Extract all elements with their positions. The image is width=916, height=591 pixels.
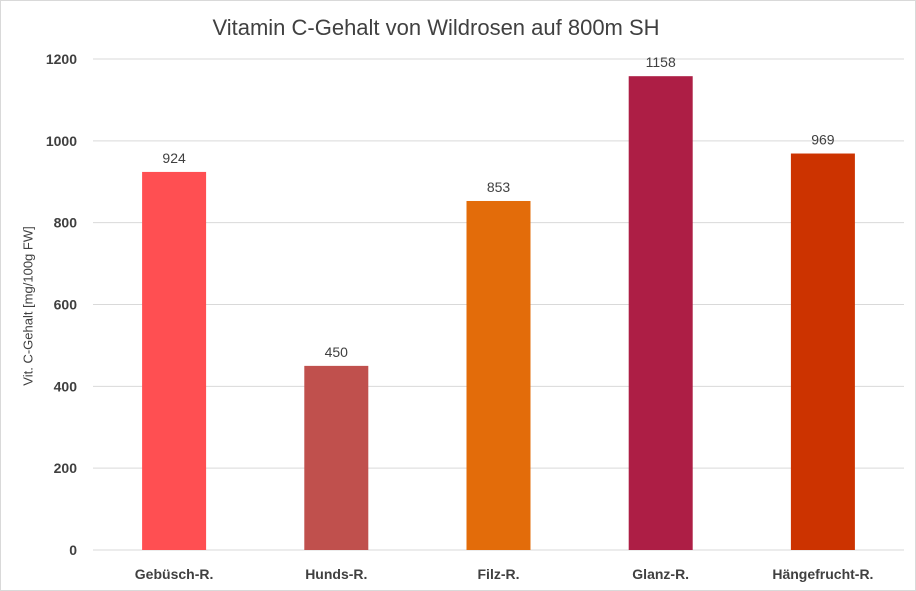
x-tick-label: Gebüsch-R.: [135, 566, 214, 582]
data-label: 853: [487, 179, 511, 195]
data-label: 1158: [646, 54, 676, 70]
x-tick-label: Hängefrucht-R.: [772, 566, 873, 582]
bar: [142, 171, 207, 550]
data-label: 450: [325, 344, 349, 360]
y-tick-label: 1000: [46, 133, 77, 149]
data-label: 969: [811, 132, 835, 148]
y-tick-label: 400: [54, 378, 78, 394]
y-tick-label: 200: [54, 460, 78, 476]
chart-title: Vitamin C-Gehalt von Wildrosen auf 800m …: [212, 15, 660, 40]
data-label: 924: [162, 150, 186, 166]
x-tick-label: Hunds-R.: [305, 566, 367, 582]
bar: [304, 365, 369, 550]
y-tick-label: 1200: [46, 51, 77, 67]
y-tick-label: 0: [69, 542, 77, 558]
bar: [628, 76, 693, 550]
bar: [466, 200, 531, 550]
x-tick-label: Glanz-R.: [632, 566, 689, 582]
bar: [790, 153, 855, 550]
y-tick-label: 600: [54, 297, 78, 313]
y-tick-label: 800: [54, 215, 78, 231]
x-tick-label: Filz-R.: [478, 566, 520, 582]
